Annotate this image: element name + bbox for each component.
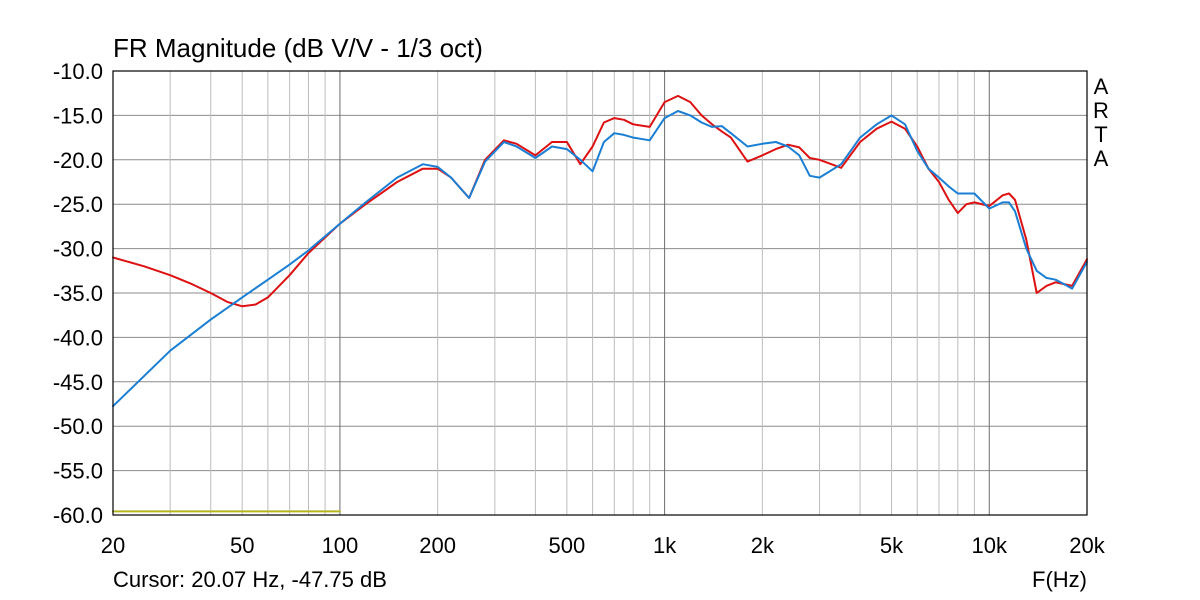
x-axis-label: F(Hz) xyxy=(1032,567,1087,592)
x-tick-label: 100 xyxy=(322,533,359,558)
x-tick-label: 500 xyxy=(549,533,586,558)
y-tick-label: -50.0 xyxy=(53,414,103,439)
y-tick-label: -30.0 xyxy=(53,237,103,262)
x-tick-labels: 20 50 100 200 500 1k 2k 5k 10k 20k xyxy=(101,533,1106,558)
cursor-readout: Cursor: 20.07 Hz, -47.75 dB xyxy=(113,567,387,592)
x-tick-label: 2k xyxy=(751,533,775,558)
plot-series xyxy=(112,94,1088,513)
brand-letter: A xyxy=(1094,146,1109,171)
brand-letter: T xyxy=(1094,122,1107,147)
series-line xyxy=(112,110,1088,408)
x-tick-label: 50 xyxy=(230,533,254,558)
brand-letter: R xyxy=(1093,98,1109,123)
brand-letter: A xyxy=(1094,74,1109,99)
y-tick-label: -35.0 xyxy=(53,281,103,306)
y-tick-label: -20.0 xyxy=(53,148,103,173)
x-tick-label: 20k xyxy=(1069,533,1105,558)
x-tick-label: 5k xyxy=(880,533,904,558)
arta-logo: A R T A xyxy=(1093,74,1109,171)
y-tick-label: -45.0 xyxy=(53,370,103,395)
y-tick-label: -60.0 xyxy=(53,503,103,528)
x-tick-label: 200 xyxy=(419,533,456,558)
plot-frame xyxy=(112,70,1088,516)
y-tick-label: -25.0 xyxy=(53,192,103,217)
chart-title: FR Magnitude (dB V/V - 1/3 oct) xyxy=(113,33,483,63)
x-tick-label: 10k xyxy=(972,533,1008,558)
y-tick-labels: -10.0 -15.0 -20.0 -25.0 -30.0 -35.0 -40.0 -45.0… xyxy=(53,59,103,528)
y-tick-label: -15.0 xyxy=(53,103,103,128)
y-tick-label: -40.0 xyxy=(53,325,103,350)
y-tick-label: -55.0 xyxy=(53,459,103,484)
y-tick-label: -10.0 xyxy=(53,59,103,84)
x-tick-label: 1k xyxy=(653,533,677,558)
x-tick-label: 20 xyxy=(101,533,125,558)
